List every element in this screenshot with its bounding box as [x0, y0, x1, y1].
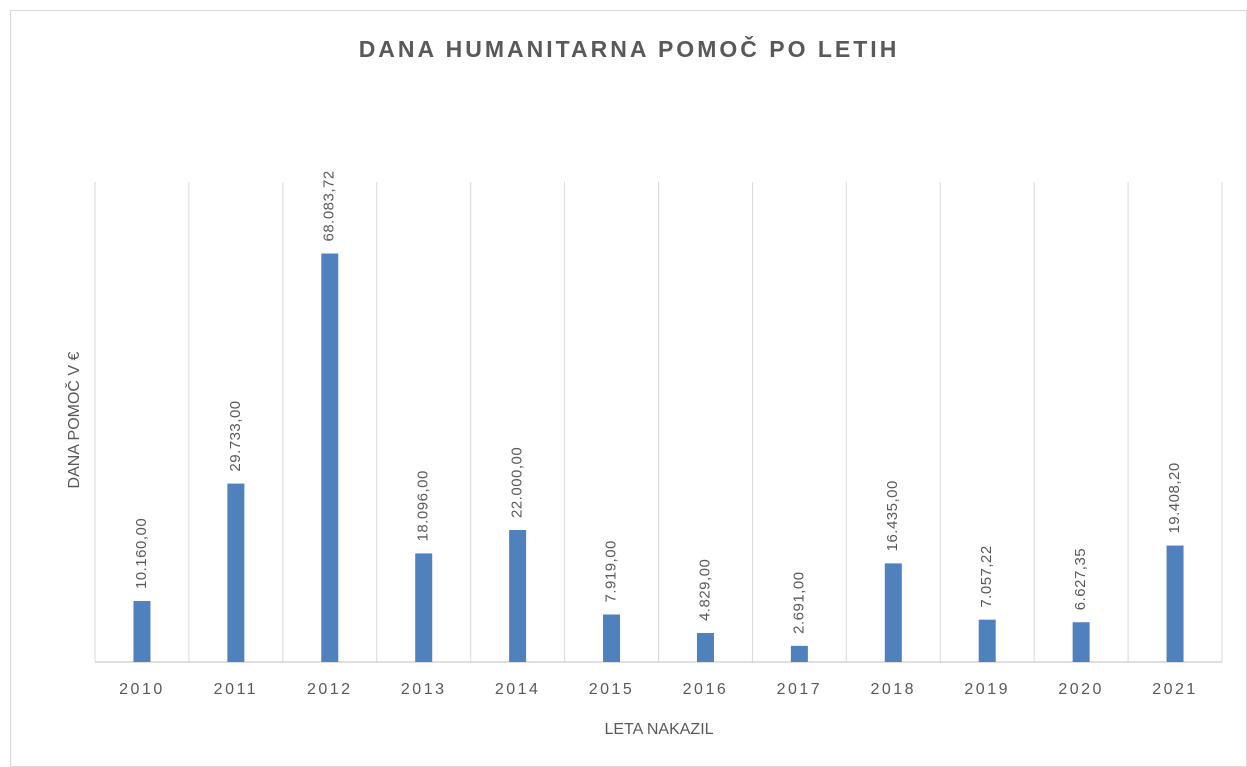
x-tick-label: 2018 [870, 681, 916, 698]
bar [978, 619, 996, 662]
x-tick-label: 2014 [495, 681, 541, 698]
x-tick-label: 2017 [777, 681, 823, 698]
x-tick-label: 2020 [1058, 681, 1104, 698]
x-tick-label: 2019 [964, 681, 1010, 698]
data-label: 16.435,00 [884, 480, 901, 551]
data-label: 10.160,00 [133, 518, 150, 589]
data-label: 6.627,35 [1072, 548, 1089, 610]
bar [1072, 622, 1090, 662]
x-tick-label: 2021 [1152, 681, 1198, 698]
bar [603, 614, 621, 662]
bar [696, 633, 714, 662]
chart-title: DANA HUMANITARNA POMOČ PO LETIH [359, 35, 900, 62]
bar [321, 253, 339, 662]
x-axis-title: LETA NAKAZIL [604, 721, 713, 738]
chart-border [10, 10, 1247, 767]
y-axis-title: DANA POMOČ V € [64, 351, 83, 488]
bar [790, 645, 808, 662]
data-label: 19.408,20 [1166, 462, 1183, 533]
bar [133, 601, 151, 662]
x-tick-label: 2015 [589, 681, 635, 698]
data-label: 29.733,00 [227, 400, 244, 471]
bar [1166, 545, 1184, 662]
data-label: 18.096,00 [415, 470, 432, 541]
x-tick-label: 2012 [307, 681, 353, 698]
data-label: 4.829,00 [696, 559, 713, 621]
x-tick-label: 2011 [214, 681, 258, 698]
data-label: 7.057,22 [978, 545, 995, 607]
bar [884, 563, 902, 662]
bar [415, 553, 433, 662]
data-label: 7.919,00 [603, 540, 620, 602]
data-label: 2.691,00 [790, 571, 807, 633]
x-tick-label: 2010 [119, 681, 165, 698]
bar [227, 483, 245, 662]
x-tick-label: 2013 [401, 681, 447, 698]
data-label: 22.000,00 [509, 447, 526, 518]
data-label: 68.083,72 [321, 170, 338, 241]
x-tick-label: 2016 [683, 681, 729, 698]
bar [509, 530, 527, 662]
